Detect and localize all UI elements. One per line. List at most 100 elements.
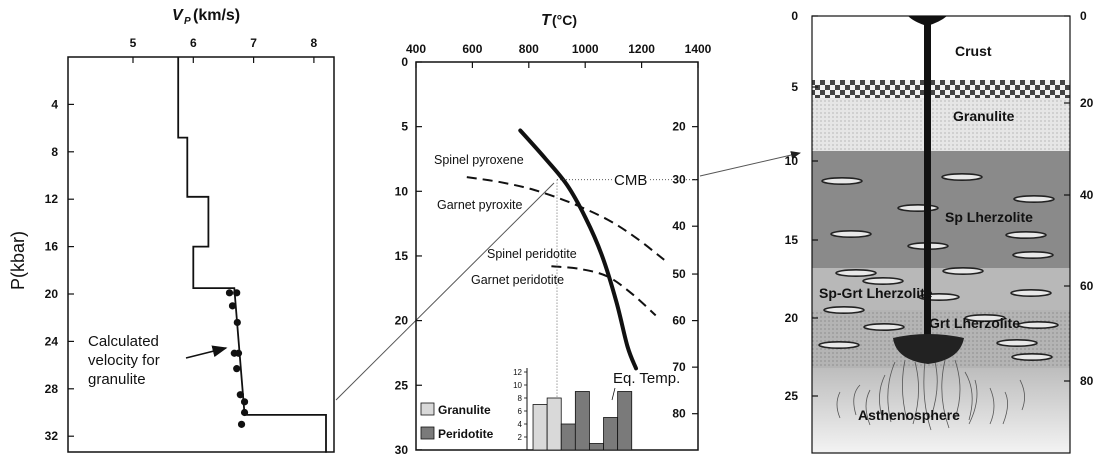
label-asthenosphere: Asthenosphere xyxy=(858,407,960,423)
xenolith-lenses xyxy=(818,173,1059,361)
xenolith-lens xyxy=(835,268,877,277)
annotation-arrow xyxy=(185,345,228,359)
middle-right-tick-label: 70 xyxy=(672,360,686,374)
xenolith-lens xyxy=(941,173,983,182)
xenolith-lens xyxy=(897,204,939,213)
left-y-tick-label: 8 xyxy=(51,145,58,159)
right-right-axis: 0 20 40 60 80 xyxy=(1064,9,1094,388)
annotation-line-2: velocity for xyxy=(88,352,160,369)
label-eq-temp: Eq. Temp. xyxy=(613,370,680,387)
right-left-tick-label: 5 xyxy=(791,80,798,94)
xenolith-lens xyxy=(964,313,1006,322)
middle-right-tick-label: 80 xyxy=(672,407,686,421)
granulite-data-points xyxy=(225,289,249,428)
layer-granulite-region xyxy=(812,98,1070,151)
histogram-bar xyxy=(560,423,576,451)
middle-left-tick-label: 0 xyxy=(401,55,408,69)
middle-x-tick-label: 400 xyxy=(406,42,426,56)
middle-x-tick-label: 600 xyxy=(462,42,482,56)
left-x-title-unit: (km/s) xyxy=(193,7,240,24)
right-left-tick-label: 0 xyxy=(791,9,798,23)
geotherm-curve xyxy=(518,128,638,371)
left-x-axis: 5 6 7 8 xyxy=(130,36,318,63)
label-garnet-peridotite: Garnet peridotite xyxy=(471,273,564,287)
xenolith-lens xyxy=(1011,352,1053,361)
spinel-garnet-pyroxene-boundary xyxy=(466,176,665,261)
right-left-tick-label: 20 xyxy=(785,311,799,325)
granulite-point xyxy=(228,302,237,310)
right-right-tick-label: 40 xyxy=(1080,188,1094,202)
middle-right-tick-label: 20 xyxy=(672,120,686,134)
right-right-tick-label: 20 xyxy=(1080,96,1094,110)
left-y-tick-label: 32 xyxy=(45,429,59,443)
middle-x-tick-label: 1000 xyxy=(572,42,599,56)
legend-swatch-granulite xyxy=(420,402,435,416)
right-panel-frame xyxy=(811,15,1071,454)
middle-right-tick-label: 40 xyxy=(672,219,686,233)
granulite-point xyxy=(234,349,243,357)
label-grt-lherzolite: Grt Lherzolite xyxy=(929,315,1020,331)
granulite-point xyxy=(233,289,241,297)
right-left-tick-label: 15 xyxy=(785,233,799,247)
histogram-bar xyxy=(617,391,633,451)
velocity-profile-line xyxy=(177,57,327,453)
left-y-tick-label: 4 xyxy=(51,97,58,111)
cmb-label-background xyxy=(612,170,650,188)
xenolith-lens xyxy=(1012,251,1054,260)
xenolith-lens xyxy=(942,266,984,275)
right-left-tick-label: 10 xyxy=(785,154,799,168)
histogram-bars xyxy=(532,391,633,451)
middle-right-tick-label: 60 xyxy=(672,314,686,328)
xenolith-lens xyxy=(821,177,863,186)
annotation-line-1: Calculated xyxy=(88,333,159,350)
temperature-histogram: 2 4 6 8 10 12 Granulite Peridotite xyxy=(420,368,633,451)
middle-left-axis: 0 5 10 15 20 25 30 xyxy=(395,55,422,457)
temperature-pressure-panel: T (°C) 400 600 800 1000 1200 1400 0 5 10 15 20 25 3… xyxy=(395,12,712,457)
middle-right-tick-label: 50 xyxy=(672,267,686,281)
legend-swatch-peridotite xyxy=(420,426,435,440)
xenolith-lens xyxy=(818,340,860,349)
histogram-bar xyxy=(574,391,590,451)
label-sp-lherzolite: Sp Lherzolite xyxy=(945,209,1033,225)
histogram-y-ticks: 2 4 6 8 10 12 xyxy=(513,368,527,442)
conduit-top-vent xyxy=(908,16,947,26)
right-left-tick-label: 25 xyxy=(785,389,799,403)
middle-x-tick-label: 1400 xyxy=(685,42,712,56)
middle-x-title-t: T xyxy=(541,12,552,29)
granulite-point xyxy=(236,391,244,399)
melt-channels xyxy=(836,359,1025,431)
label-crust: Crust xyxy=(955,43,992,59)
connector-middle-to-right xyxy=(699,151,801,177)
middle-x-axis: 400 600 800 1000 1200 1400 xyxy=(406,42,712,68)
left-x-tick-label: 7 xyxy=(250,36,257,50)
histogram-y-tick-label: 12 xyxy=(513,368,522,377)
histogram-bar xyxy=(546,397,562,451)
left-x-tick-label: 6 xyxy=(190,36,197,50)
magma-chamber xyxy=(893,334,964,364)
left-x-tick-label: 8 xyxy=(311,36,318,50)
eq-temp-pointer xyxy=(611,387,616,401)
left-y-axis: 4 8 12 16 20 24 28 32 xyxy=(45,97,74,443)
granulite-point xyxy=(240,408,249,417)
right-left-axis: 0 5 10 15 20 25 xyxy=(785,9,818,403)
xenolith-lens xyxy=(862,276,904,285)
middle-x-tick-label: 800 xyxy=(519,42,539,56)
left-y-tick-label: 20 xyxy=(45,287,59,301)
histogram-y-tick-label: 6 xyxy=(518,407,523,416)
label-garnet-pyroxite: Garnet pyroxite xyxy=(437,198,523,212)
granulite-point xyxy=(233,318,241,327)
granulite-point xyxy=(233,365,241,373)
xenolith-lens xyxy=(1013,195,1055,204)
xenolith-lens xyxy=(1017,320,1059,329)
left-x-title-sub: P xyxy=(184,16,191,27)
label-spinel-pyroxene: Spinel pyroxene xyxy=(434,153,524,167)
histogram-y-tick-label: 2 xyxy=(518,433,523,442)
left-y-tick-label: 24 xyxy=(45,334,59,348)
lithosphere-section-panel: 0 5 10 15 20 25 0 20 40 60 80 Crust Granulite Sp … xyxy=(785,9,1094,454)
legend-label-granulite: Granulite xyxy=(438,403,491,417)
left-panel-frame xyxy=(67,56,335,453)
histogram-bar xyxy=(589,443,604,451)
velocity-pressure-panel: 5 6 7 8 4 8 12 16 20 24 28 32 V P (km/s) P(kbar) C… xyxy=(8,7,335,453)
right-right-tick-label: 60 xyxy=(1080,279,1094,293)
middle-left-tick-label: 20 xyxy=(395,314,409,328)
